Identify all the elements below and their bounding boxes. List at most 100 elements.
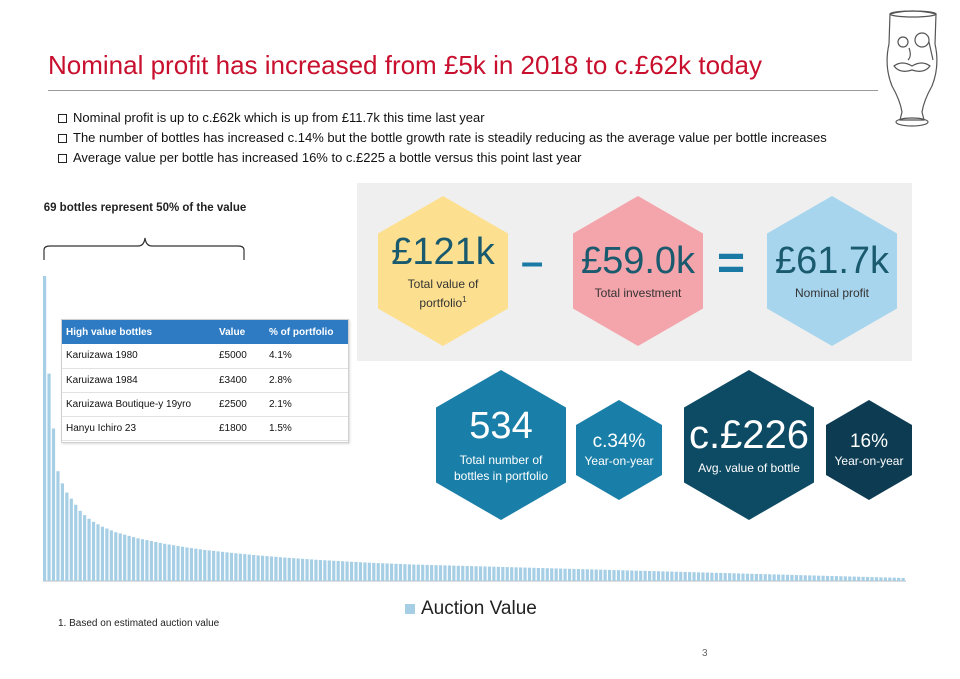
bar (425, 564, 429, 581)
bar (808, 575, 812, 581)
bar (688, 572, 692, 581)
bar (883, 577, 887, 581)
bar (354, 561, 358, 581)
auction-value-bar-chart (43, 276, 906, 582)
page-title: Nominal profit has increased from £5k in… (48, 50, 762, 80)
bar (407, 564, 411, 581)
page-number: 3 (702, 648, 708, 659)
bar (287, 557, 291, 581)
bar (585, 569, 589, 581)
bar (510, 567, 514, 581)
bar (745, 573, 750, 581)
bottle-name-cell: Karuizawa 1980 (62, 344, 216, 369)
bar (714, 572, 718, 581)
bar (799, 575, 803, 581)
bar (189, 548, 193, 581)
bar (834, 576, 839, 581)
bar (501, 566, 505, 581)
bar (514, 567, 518, 581)
bar (888, 577, 892, 581)
profit-value: £61.7k (774, 240, 890, 282)
bar (203, 549, 207, 581)
bar (278, 557, 282, 581)
bar (443, 565, 447, 581)
bar (870, 577, 874, 581)
bar (327, 560, 331, 581)
bar (158, 542, 162, 582)
bar (518, 567, 523, 581)
bar (358, 562, 363, 581)
bar (198, 549, 202, 581)
bullet-item: The number of bottles has increased c.14… (58, 128, 827, 148)
bar (256, 555, 260, 581)
percent-cell: 1.5% (266, 416, 348, 441)
bar (523, 567, 527, 581)
checkbox-bullet-icon (58, 153, 67, 163)
bar (496, 566, 500, 581)
bar (172, 545, 176, 581)
bar (536, 567, 540, 581)
bar (848, 576, 852, 581)
bar (123, 534, 127, 581)
bar (625, 570, 629, 581)
bar (576, 569, 581, 581)
bar (732, 573, 736, 581)
summary-bullets: Nominal profit is up to c.£62k which is … (58, 108, 827, 168)
bar (612, 570, 616, 581)
avg-label: Avg. value of bottle (698, 461, 800, 475)
profit-label: Nominal profit (794, 286, 870, 300)
avg-value: c.£226 (688, 413, 810, 457)
bar (91, 521, 96, 581)
bar (372, 562, 376, 581)
title-divider (48, 90, 878, 91)
bar (603, 569, 607, 581)
bottle-name-cell: Hanyu Ichiro 23 (62, 416, 216, 441)
chart-legend: Auction Value (405, 598, 537, 620)
bar (74, 504, 78, 581)
avg-value-growth-hex: 16% Year-on-year (826, 400, 912, 500)
bar (105, 528, 109, 581)
legend-swatch (405, 604, 415, 614)
bar (43, 276, 47, 581)
bar (412, 564, 416, 581)
bar (447, 565, 452, 581)
percent-cell: 4.1% (266, 344, 348, 369)
bar (376, 563, 380, 581)
bar (274, 556, 278, 581)
bar (665, 571, 669, 581)
bar (225, 552, 229, 581)
checkbox-bullet-icon (58, 113, 67, 123)
bar (719, 572, 723, 581)
bottle-name-cell: Karuizawa Boutique-y 19yro (62, 392, 216, 417)
bar (229, 552, 234, 581)
bar (180, 546, 185, 581)
bar (309, 559, 314, 581)
bar (505, 567, 509, 581)
bar (554, 568, 558, 581)
bar (857, 576, 861, 581)
bar (701, 572, 705, 581)
bar (403, 564, 407, 581)
bar (145, 540, 149, 581)
bar (345, 561, 349, 581)
bar (336, 560, 340, 581)
bar (892, 577, 896, 581)
bar (545, 568, 549, 581)
bar (456, 565, 460, 581)
bullet-item: Average value per bottle has increased 1… (58, 148, 827, 168)
bar (96, 524, 100, 581)
bar (430, 565, 434, 581)
bar (750, 573, 754, 581)
bar (176, 545, 180, 581)
bar (131, 537, 136, 581)
investment-label: Total investment (594, 286, 682, 300)
table-row: Karuizawa Boutique-y 19yro £2500 2.1% (62, 392, 348, 417)
value-cell: £1800 (216, 416, 266, 441)
bar (194, 548, 198, 581)
portfolio-value: £121k (391, 230, 495, 273)
bar (741, 573, 745, 581)
brace-annotation-label: 69 bottles represent 50% of the value (43, 202, 247, 214)
portfolio-footnote-mark: 1 (462, 294, 467, 304)
bar (140, 539, 145, 581)
bar (830, 576, 834, 581)
